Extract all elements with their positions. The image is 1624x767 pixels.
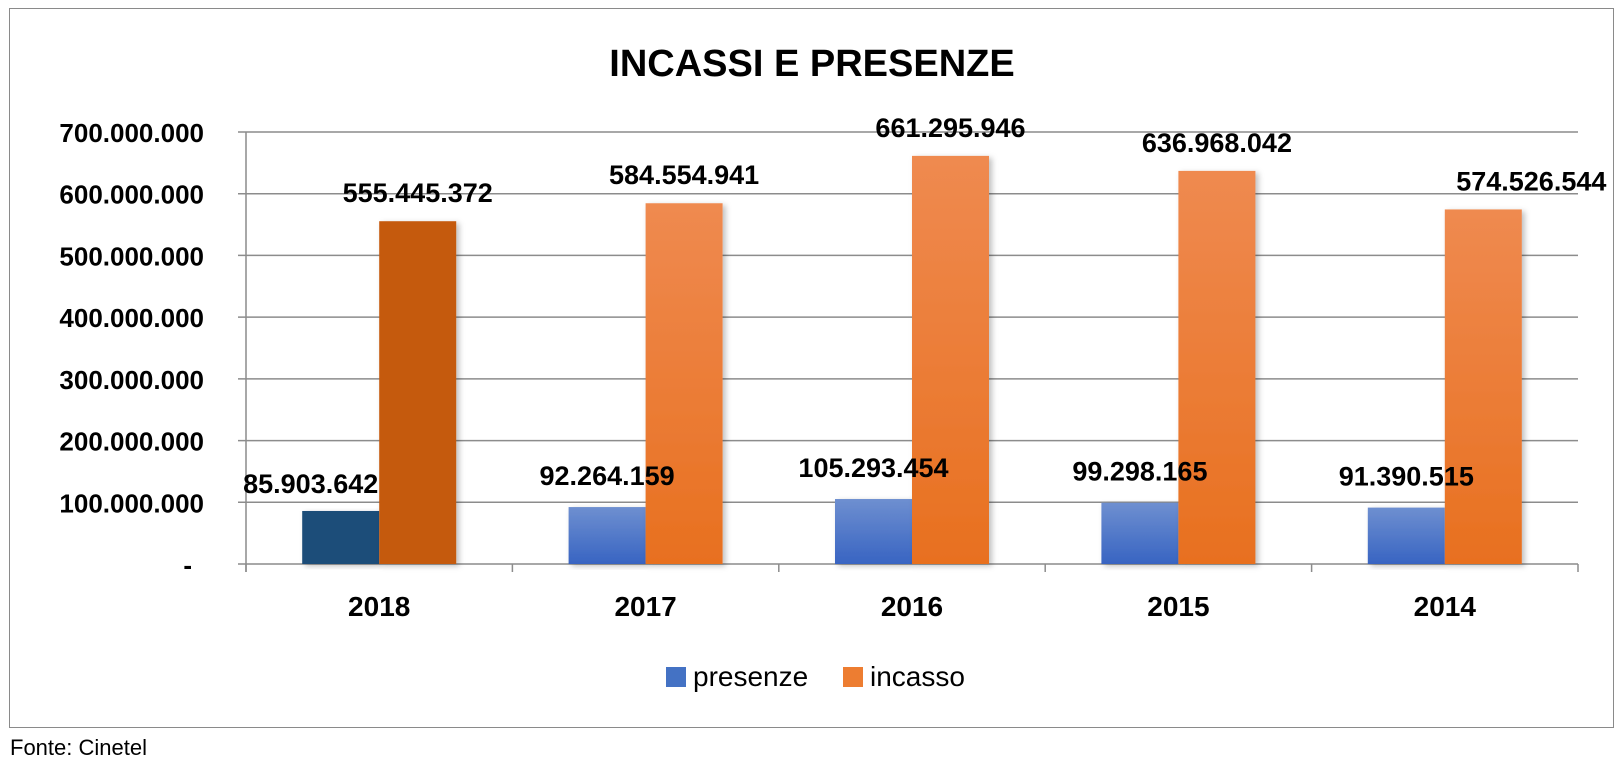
- legend-swatch-presenze: [666, 667, 686, 687]
- data-label-incasso-2017: 584.554.941: [609, 160, 759, 190]
- y-axis: - 100.000.000 200.000.000 300.000.000 400.00…: [59, 118, 204, 580]
- x-tick-label: 2017: [614, 591, 676, 622]
- bar-presenze-2018: [302, 510, 380, 564]
- bar-incasso-2015: [1178, 170, 1256, 564]
- data-labels: 85.903.642 555.445.372 92.264.159 584.554.9…: [243, 113, 1606, 499]
- legend: presenze incasso: [666, 661, 965, 692]
- chart-title: INCASSI E PRESENZE: [609, 43, 1014, 85]
- y-tick-label: 300.000.000: [59, 365, 204, 395]
- bar-incasso-2016: [912, 155, 989, 564]
- data-label-incasso-2014: 574.526.544: [1456, 166, 1606, 196]
- data-label-incasso-2016: 661.295.946: [875, 113, 1025, 143]
- y-tick-label: 400.000.000: [59, 303, 204, 333]
- gridlines: [238, 131, 1578, 504]
- x-tick-label: 2018: [348, 591, 410, 622]
- bar-presenze-2014: [1367, 507, 1445, 564]
- data-label-incasso-2015: 636.968.042: [1142, 128, 1292, 158]
- data-label-presenze-2017: 92.264.159: [540, 461, 675, 491]
- y-tick-label: -: [183, 550, 192, 580]
- legend-swatch-incasso: [843, 667, 863, 687]
- x-tick-label: 2015: [1147, 591, 1209, 622]
- y-tick-label: 200.000.000: [59, 427, 204, 457]
- bar-presenze-2016: [835, 499, 912, 564]
- bar-incasso-2018: [379, 221, 457, 564]
- data-label-presenze-2016: 105.293.454: [798, 453, 948, 483]
- bar-presenze-2017: [568, 507, 646, 564]
- y-tick-label: 500.000.000: [59, 241, 204, 271]
- data-label-presenze-2014: 91.390.515: [1339, 462, 1474, 492]
- bar-presenze-2015: [1101, 502, 1179, 564]
- data-label-presenze-2015: 99.298.165: [1072, 457, 1207, 487]
- y-tick-label: 600.000.000: [59, 180, 204, 210]
- bars: [302, 155, 1522, 564]
- legend-label-presenze: presenze: [693, 661, 808, 692]
- source-note: Fonte: Cinetel: [10, 735, 147, 760]
- y-tick-label: 100.000.000: [59, 488, 204, 518]
- bar-incasso-2017: [645, 203, 723, 564]
- bar-incasso-2014: [1444, 209, 1522, 564]
- data-label-presenze-2018: 85.903.642: [243, 469, 378, 499]
- chart-frame: [9, 8, 1614, 728]
- legend-label-incasso: incasso: [870, 661, 965, 692]
- x-tick-label: 2014: [1414, 591, 1477, 622]
- y-tick-label: 700.000.000: [59, 118, 204, 148]
- data-label-incasso-2018: 555.445.372: [343, 178, 493, 208]
- x-tick-label: 2016: [881, 591, 943, 622]
